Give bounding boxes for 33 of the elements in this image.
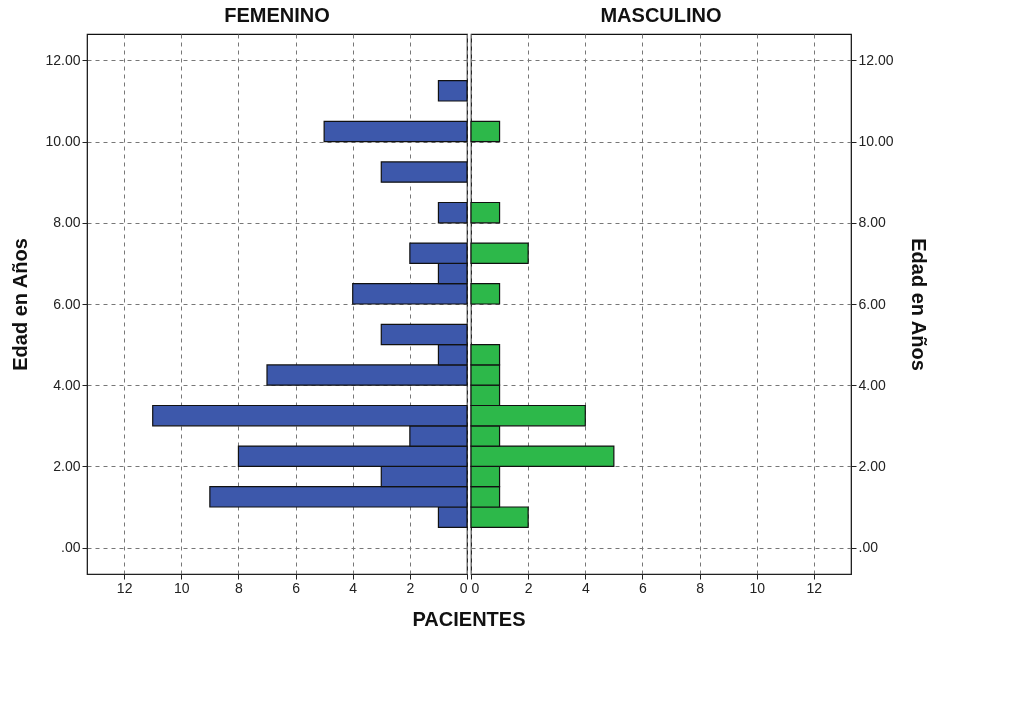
x-tick-label: 4 (349, 579, 358, 596)
y-tick-label: 2.00 (53, 457, 81, 474)
y-tick-label: .00 (61, 539, 81, 556)
y-tick-label: 6.00 (858, 295, 886, 312)
x-tick-label: 4 (581, 579, 590, 596)
x-tick-label: 0 (459, 579, 468, 596)
x-tick-label: 6 (639, 579, 648, 596)
x-tick-label: 10 (174, 579, 190, 596)
y-tick-label: 2.00 (858, 457, 886, 474)
y-tick-label: 4.00 (858, 376, 886, 393)
x-tick-label: 6 (292, 579, 301, 596)
chart-title: FEMENINO (224, 4, 330, 26)
x-tick-label: 0 (471, 579, 480, 596)
y-tick-label: .00 (858, 539, 879, 556)
y-axis-title: Edad en Años (9, 238, 32, 371)
x-tick-label: 12 (116, 579, 133, 596)
y-tick-label: 10.00 (45, 133, 81, 150)
x-tick-label: 8 (696, 579, 705, 596)
x-axis-title: PACIENTES (412, 607, 526, 630)
chart-title: MASCULINO (600, 4, 722, 26)
y-tick-label: 4.00 (53, 376, 81, 393)
y-tick-label: 10.00 (858, 133, 894, 150)
y-tick-label: 6.00 (53, 295, 81, 312)
y-tick-label: 12.00 (45, 51, 81, 68)
x-tick-label: 2 (406, 579, 415, 596)
y-tick-label: 12.00 (858, 51, 894, 68)
y-axis-title: Edad en Años (907, 238, 930, 371)
x-tick-label: 8 (235, 579, 244, 596)
y-tick-label: 8.00 (858, 214, 886, 231)
y-tick-label: 8.00 (53, 214, 81, 231)
x-tick-label: 12 (806, 579, 823, 596)
x-tick-label: 10 (749, 579, 766, 596)
x-tick-label: 2 (524, 579, 533, 596)
